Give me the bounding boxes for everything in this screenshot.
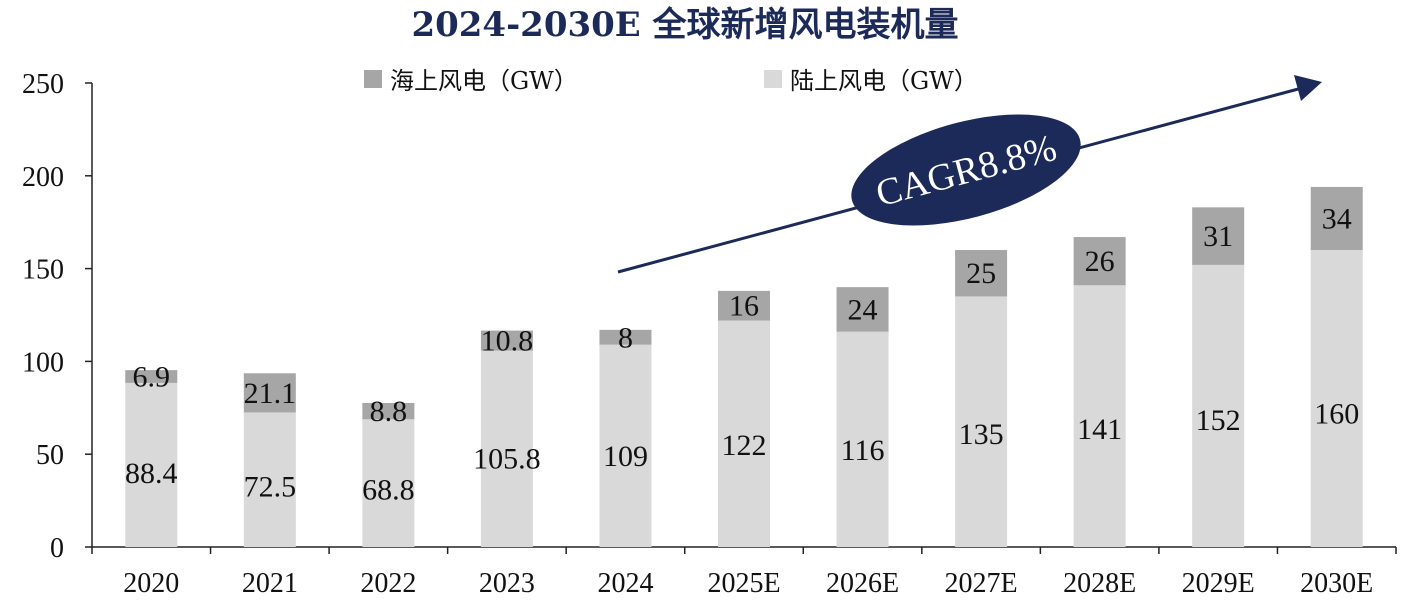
x-tick-label: 2023 <box>479 568 535 599</box>
value-label-onshore: 109 <box>603 440 648 473</box>
value-label-offshore: 24 <box>848 293 878 326</box>
x-tick-label: 2022 <box>360 568 416 599</box>
y-tick-label: 150 <box>22 255 64 286</box>
value-label-offshore: 25 <box>966 257 996 290</box>
bar-onshore <box>836 331 889 547</box>
bar-offshore <box>1192 207 1245 265</box>
value-label-offshore: 16 <box>729 290 759 323</box>
legend-swatch-offshore <box>364 70 382 88</box>
x-tick-label: 2020 <box>123 568 179 599</box>
bar-offshore <box>599 329 652 345</box>
value-label-offshore: 21.1 <box>244 377 297 410</box>
x-tick-label: 2026E <box>826 568 899 599</box>
value-label-offshore: 6.9 <box>133 361 171 394</box>
value-label-onshore: 160 <box>1314 397 1359 430</box>
legend: 海上风电（GW） 陆上风电（GW） <box>364 67 978 95</box>
legend-label-offshore: 海上风电（GW） <box>390 67 578 95</box>
legend-swatch-onshore <box>764 70 782 88</box>
trend-arrow-head <box>1294 75 1322 101</box>
value-label-onshore: 88.4 <box>125 457 178 490</box>
bar-offshore <box>1073 237 1126 286</box>
value-label-onshore: 116 <box>841 434 885 467</box>
value-label-offshore: 8 <box>618 321 633 354</box>
y-tick-label: 100 <box>22 347 64 378</box>
bar-onshore <box>480 350 533 547</box>
bar-offshore <box>243 373 296 413</box>
bar-onshore <box>955 296 1008 547</box>
x-tick-label: 2028E <box>1063 568 1136 599</box>
bar-offshore <box>125 370 178 383</box>
legend-label-onshore: 陆上风电（GW） <box>790 67 978 95</box>
y-tick-label: 250 <box>22 69 64 100</box>
value-label-offshore: 8.8 <box>370 395 408 428</box>
value-label-offshore: 34 <box>1322 202 1352 235</box>
value-label-onshore: 152 <box>1196 404 1241 437</box>
bars <box>125 186 1363 548</box>
bar-onshore <box>125 382 178 547</box>
cagr-badge: CAGR8.8% <box>851 114 1081 226</box>
value-label-offshore: 10.8 <box>481 325 534 358</box>
y-tick-label: 50 <box>36 440 64 471</box>
bar-onshore <box>243 412 296 547</box>
value-label-onshore: 141 <box>1077 413 1122 446</box>
x-tick-label: 2021 <box>242 568 298 599</box>
bar-onshore <box>1192 264 1245 547</box>
x-tick-label: 2024 <box>597 568 653 599</box>
bar-offshore <box>836 287 889 332</box>
x-tick-label: 2025E <box>707 568 780 599</box>
x-tick-label: 2027E <box>945 568 1018 599</box>
value-label-onshore: 72.5 <box>244 470 297 503</box>
axes: 0 50 100 150 200 250 2020 2021 2022 2023 2024 2025E… <box>22 69 1397 599</box>
bar-offshore <box>362 402 415 420</box>
value-label-onshore: 68.8 <box>362 474 415 507</box>
bar-onshore <box>1073 285 1126 547</box>
x-tick-label: 2029E <box>1182 568 1255 599</box>
bar-onshore <box>1310 250 1363 548</box>
cagr-ellipse <box>851 114 1081 226</box>
bar-offshore <box>1310 186 1363 251</box>
bar-offshore <box>718 290 770 321</box>
value-label-onshore: 135 <box>959 418 1004 451</box>
bar-offshore <box>480 330 533 351</box>
value-label-onshore: 122 <box>722 429 767 462</box>
bar-onshore <box>362 419 415 547</box>
x-tick-label: 2030E <box>1300 568 1373 599</box>
bar-onshore <box>599 344 652 547</box>
value-label-offshore: 31 <box>1203 220 1233 253</box>
value-label-offshore: 26 <box>1085 245 1115 278</box>
bar-offshore <box>955 250 1008 297</box>
y-tick-label: 0 <box>50 533 64 564</box>
bar-onshore <box>718 320 770 547</box>
value-labels: 88.4 6.9 72.5 21.1 68.8 8.8 105.8 10.8 109 8 122 16… <box>125 202 1359 506</box>
value-label-onshore: 105.8 <box>473 443 541 476</box>
y-tick-label: 200 <box>22 162 64 193</box>
chart-title: 2024-2030E 全球新增风电装机量 <box>411 5 958 45</box>
